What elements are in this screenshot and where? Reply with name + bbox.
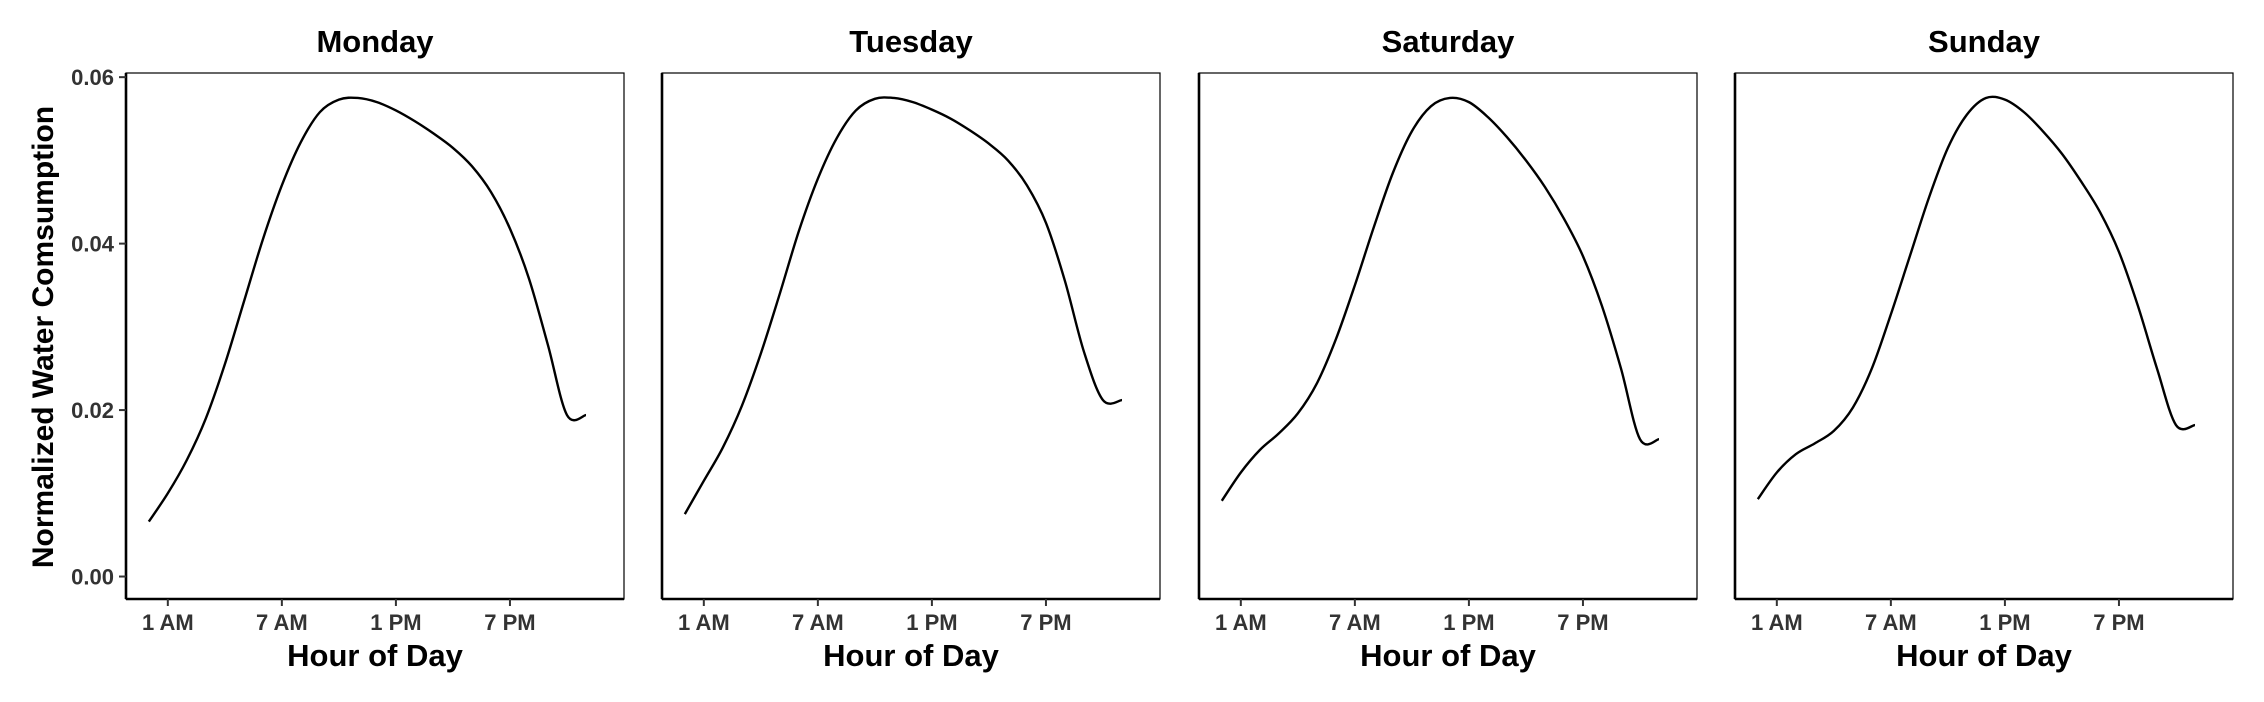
x-axis-title: Hour of Day bbox=[287, 638, 463, 673]
x-tick-label: 1 PM bbox=[906, 610, 957, 635]
x-tick-label: 1 PM bbox=[1443, 610, 1494, 635]
x-tick-label: 7 PM bbox=[1020, 610, 1071, 635]
y-tick-label: 0.04 bbox=[71, 232, 115, 257]
panel-saturday: Saturday 1 AM 7 AM 1 PM 7 PM Hour of Day bbox=[1197, 24, 1698, 673]
y-tick-label: 0.02 bbox=[71, 398, 114, 423]
x-tick-label: 7 PM bbox=[484, 610, 535, 635]
x-tick-label: 1 AM bbox=[1215, 610, 1267, 635]
series-line bbox=[147, 96, 587, 523]
panel-title: Tuesday bbox=[849, 24, 973, 59]
panel-border bbox=[661, 72, 1161, 600]
panel-tuesday: Tuesday 1 AM 7 AM 1 PM 7 PM Hour of Day bbox=[660, 24, 1161, 673]
x-axis-title: Hour of Day bbox=[1896, 638, 2072, 673]
x-axis-title: Hour of Day bbox=[823, 638, 999, 673]
x-tick-label: 7 PM bbox=[2093, 610, 2144, 635]
series-line bbox=[1220, 96, 1660, 502]
x-tick-label: 7 AM bbox=[1865, 610, 1917, 635]
panel-border bbox=[1734, 72, 2234, 600]
panel-monday: Monday 0.00 0.02 0.04 0.06 1 AM 7 AM 1 PM 7 PM Ho… bbox=[71, 24, 625, 673]
y-axis-title: Normalized Water Comsumption bbox=[27, 106, 60, 568]
panel-border bbox=[125, 72, 625, 600]
x-tick-label: 1 PM bbox=[370, 610, 421, 635]
x-tick-label: 7 AM bbox=[792, 610, 844, 635]
x-axis-title: Hour of Day bbox=[1360, 638, 1536, 673]
panel-title: Monday bbox=[316, 24, 434, 59]
x-tick-label: 7 AM bbox=[1329, 610, 1381, 635]
x-tick-label: 7 PM bbox=[1557, 610, 1608, 635]
y-tick-label: 0.06 bbox=[71, 65, 114, 90]
panel-title: Saturday bbox=[1382, 24, 1515, 59]
series-line bbox=[1756, 95, 2196, 500]
x-tick-label: 1 AM bbox=[678, 610, 730, 635]
panel-title: Sunday bbox=[1928, 24, 2041, 59]
series-line bbox=[683, 96, 1123, 515]
x-tick-label: 7 AM bbox=[256, 610, 308, 635]
x-tick-label: 1 AM bbox=[142, 610, 194, 635]
panels: Monday 0.00 0.02 0.04 0.06 1 AM 7 AM 1 PM 7 PM Ho… bbox=[71, 24, 2234, 673]
y-tick-label: 0.00 bbox=[71, 565, 114, 590]
x-tick-label: 1 PM bbox=[1979, 610, 2030, 635]
panel-border bbox=[1198, 72, 1698, 600]
x-tick-label: 1 AM bbox=[1751, 610, 1803, 635]
panel-sunday: Sunday 1 AM 7 AM 1 PM 7 PM Hour of Day bbox=[1733, 24, 2234, 673]
